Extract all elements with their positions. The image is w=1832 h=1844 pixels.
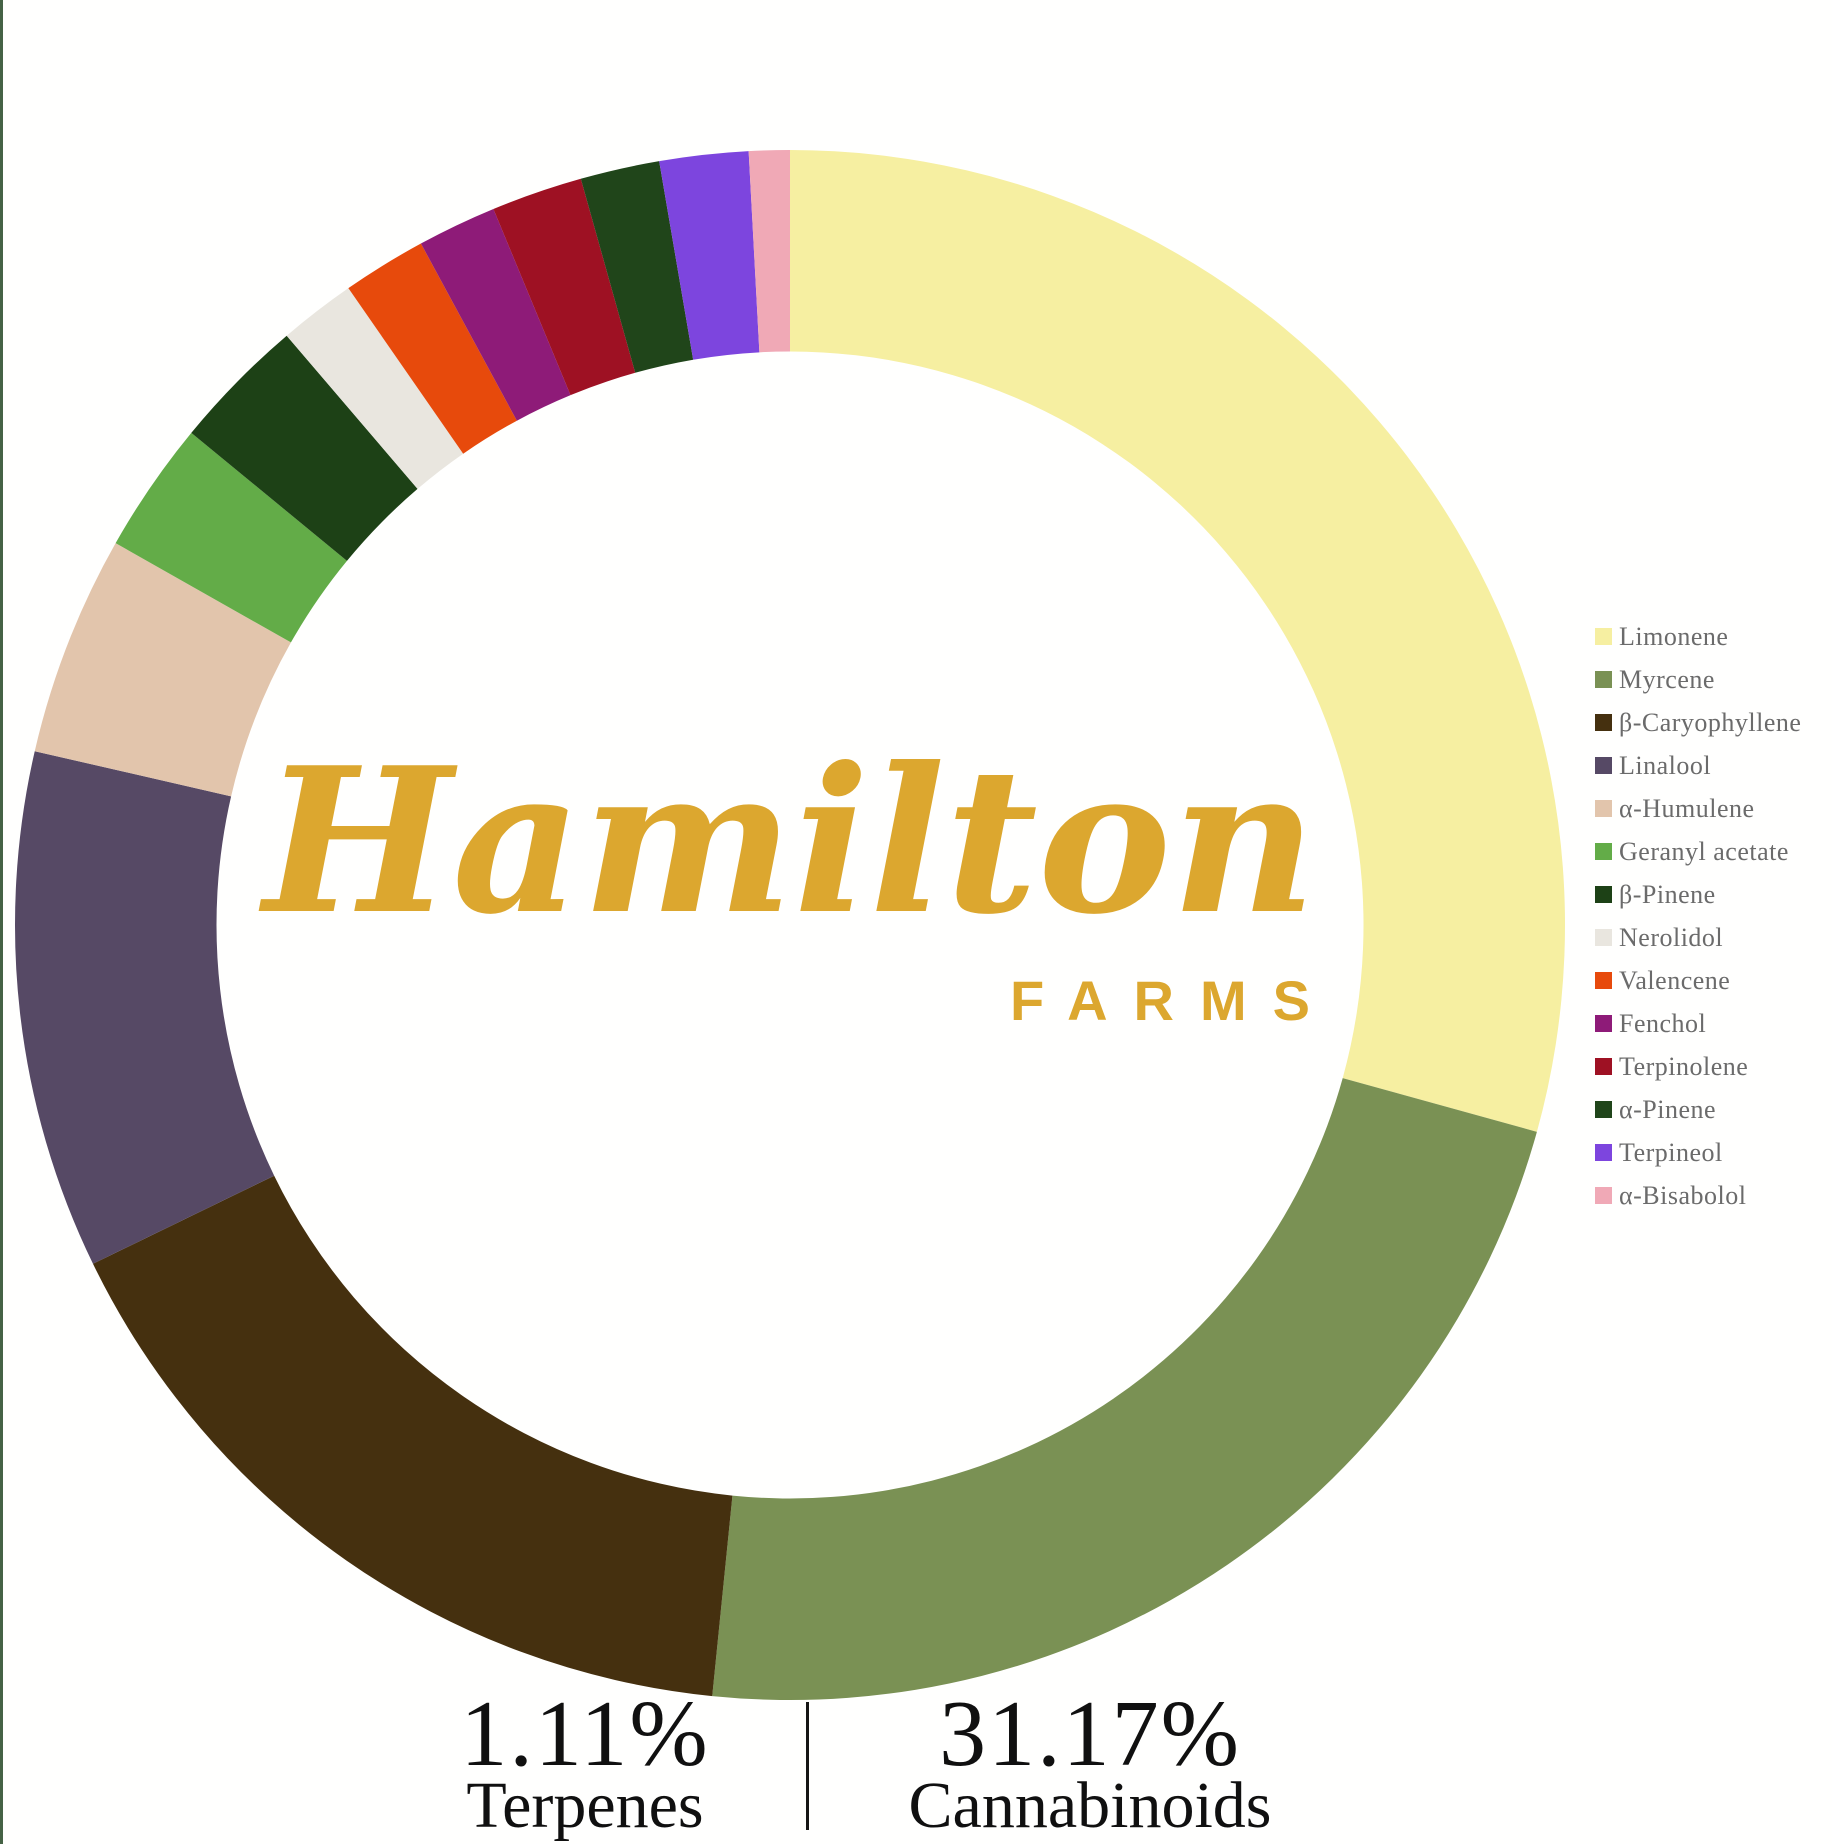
legend-label: Linalool <box>1619 750 1712 780</box>
brand-logo-script: Hamilton <box>263 724 1317 959</box>
cannabinoids-total-label: Cannabinoids <box>908 1769 1272 1843</box>
legend-item: Linalool <box>1595 744 1801 787</box>
donut-segment-geranyl-acetate <box>115 432 347 643</box>
legend-label: α-Bisabolol <box>1619 1180 1747 1210</box>
footer-divider <box>806 1702 809 1830</box>
legend-swatch <box>1595 671 1612 688</box>
donut-segment--pinene <box>191 335 418 561</box>
donut-segment-terpineol <box>659 151 760 360</box>
legend-swatch <box>1595 1058 1612 1075</box>
legend-swatch <box>1595 1101 1612 1118</box>
legend-label: α-Pinene <box>1619 1094 1717 1124</box>
donut-segment-myrcene <box>712 1078 1537 1701</box>
legend-label: Geranyl acetate <box>1619 836 1789 866</box>
legend-item: α-Humulene <box>1595 787 1801 830</box>
legend-swatch <box>1595 757 1612 774</box>
legend-label: β-Caryophyllene <box>1619 707 1802 737</box>
legend-label: β-Pinene <box>1619 879 1716 909</box>
brand-logo: Hamilton FARMS <box>240 742 1340 1033</box>
legend-swatch <box>1595 1187 1612 1204</box>
donut-segment-limonene <box>790 150 1566 1132</box>
legend-item: Nerolidol <box>1595 916 1801 959</box>
brand-logo-caps: FARMS <box>1010 969 1336 1032</box>
chart-legend: Limonene Myrcene β-Caryophyllene Linalool α-… <box>1595 615 1801 1217</box>
donut-segment--humulene <box>34 543 291 797</box>
donut-segment-linalool <box>14 751 275 1264</box>
legend-label: Fenchol <box>1619 1008 1707 1038</box>
legend-swatch <box>1595 972 1612 989</box>
donut-segment-valencene <box>348 243 517 454</box>
donut-segment--caryophyllene <box>92 1175 733 1697</box>
legend-swatch <box>1595 843 1612 860</box>
legend-swatch <box>1595 1144 1612 1161</box>
legend-item: α-Pinene <box>1595 1088 1801 1131</box>
legend-swatch <box>1595 1015 1612 1032</box>
legend-swatch <box>1595 714 1612 731</box>
donut-segment--pinene <box>580 161 694 373</box>
donut-segment-terpinolene <box>493 178 636 396</box>
legend-swatch <box>1595 929 1612 946</box>
legend-label: Limonene <box>1619 621 1729 651</box>
legend-item: Fenchol <box>1595 1002 1801 1045</box>
donut-segment-fenchol <box>420 208 571 421</box>
cannabinoids-total-value: 31.17% <box>939 1682 1241 1786</box>
legend-item: Valencene <box>1595 959 1801 1002</box>
cannabinoids-total: 31.17% Cannabinoids <box>840 1682 1340 1843</box>
terpenes-total-label: Terpenes <box>466 1769 704 1843</box>
legend-label: Myrcene <box>1619 664 1715 694</box>
legend-label: Nerolidol <box>1619 922 1724 952</box>
legend-item: β-Pinene <box>1595 873 1801 916</box>
legend-item: Limonene <box>1595 615 1801 658</box>
legend-label: α-Humulene <box>1619 793 1755 823</box>
legend-label: Valencene <box>1619 965 1731 995</box>
legend-item: Terpinolene <box>1595 1045 1801 1088</box>
legend-swatch <box>1595 628 1612 645</box>
donut-segment-nerolidol <box>286 288 464 489</box>
legend-label: Terpinolene <box>1619 1051 1749 1081</box>
legend-item: β-Caryophyllene <box>1595 701 1801 744</box>
legend-item: Geranyl acetate <box>1595 830 1801 873</box>
donut-segment--bisabolol <box>748 150 790 353</box>
legend-item: Myrcene <box>1595 658 1801 701</box>
legend-swatch <box>1595 886 1612 903</box>
left-edge-accent-bar <box>0 0 3 1844</box>
legend-item: α-Bisabolol <box>1595 1174 1801 1217</box>
terpenes-total: 1.11% Terpenes <box>330 1682 840 1843</box>
terpenes-total-value: 1.11% <box>460 1682 710 1786</box>
legend-swatch <box>1595 800 1612 817</box>
legend-label: Terpineol <box>1619 1137 1723 1167</box>
legend-item: Terpineol <box>1595 1131 1801 1174</box>
